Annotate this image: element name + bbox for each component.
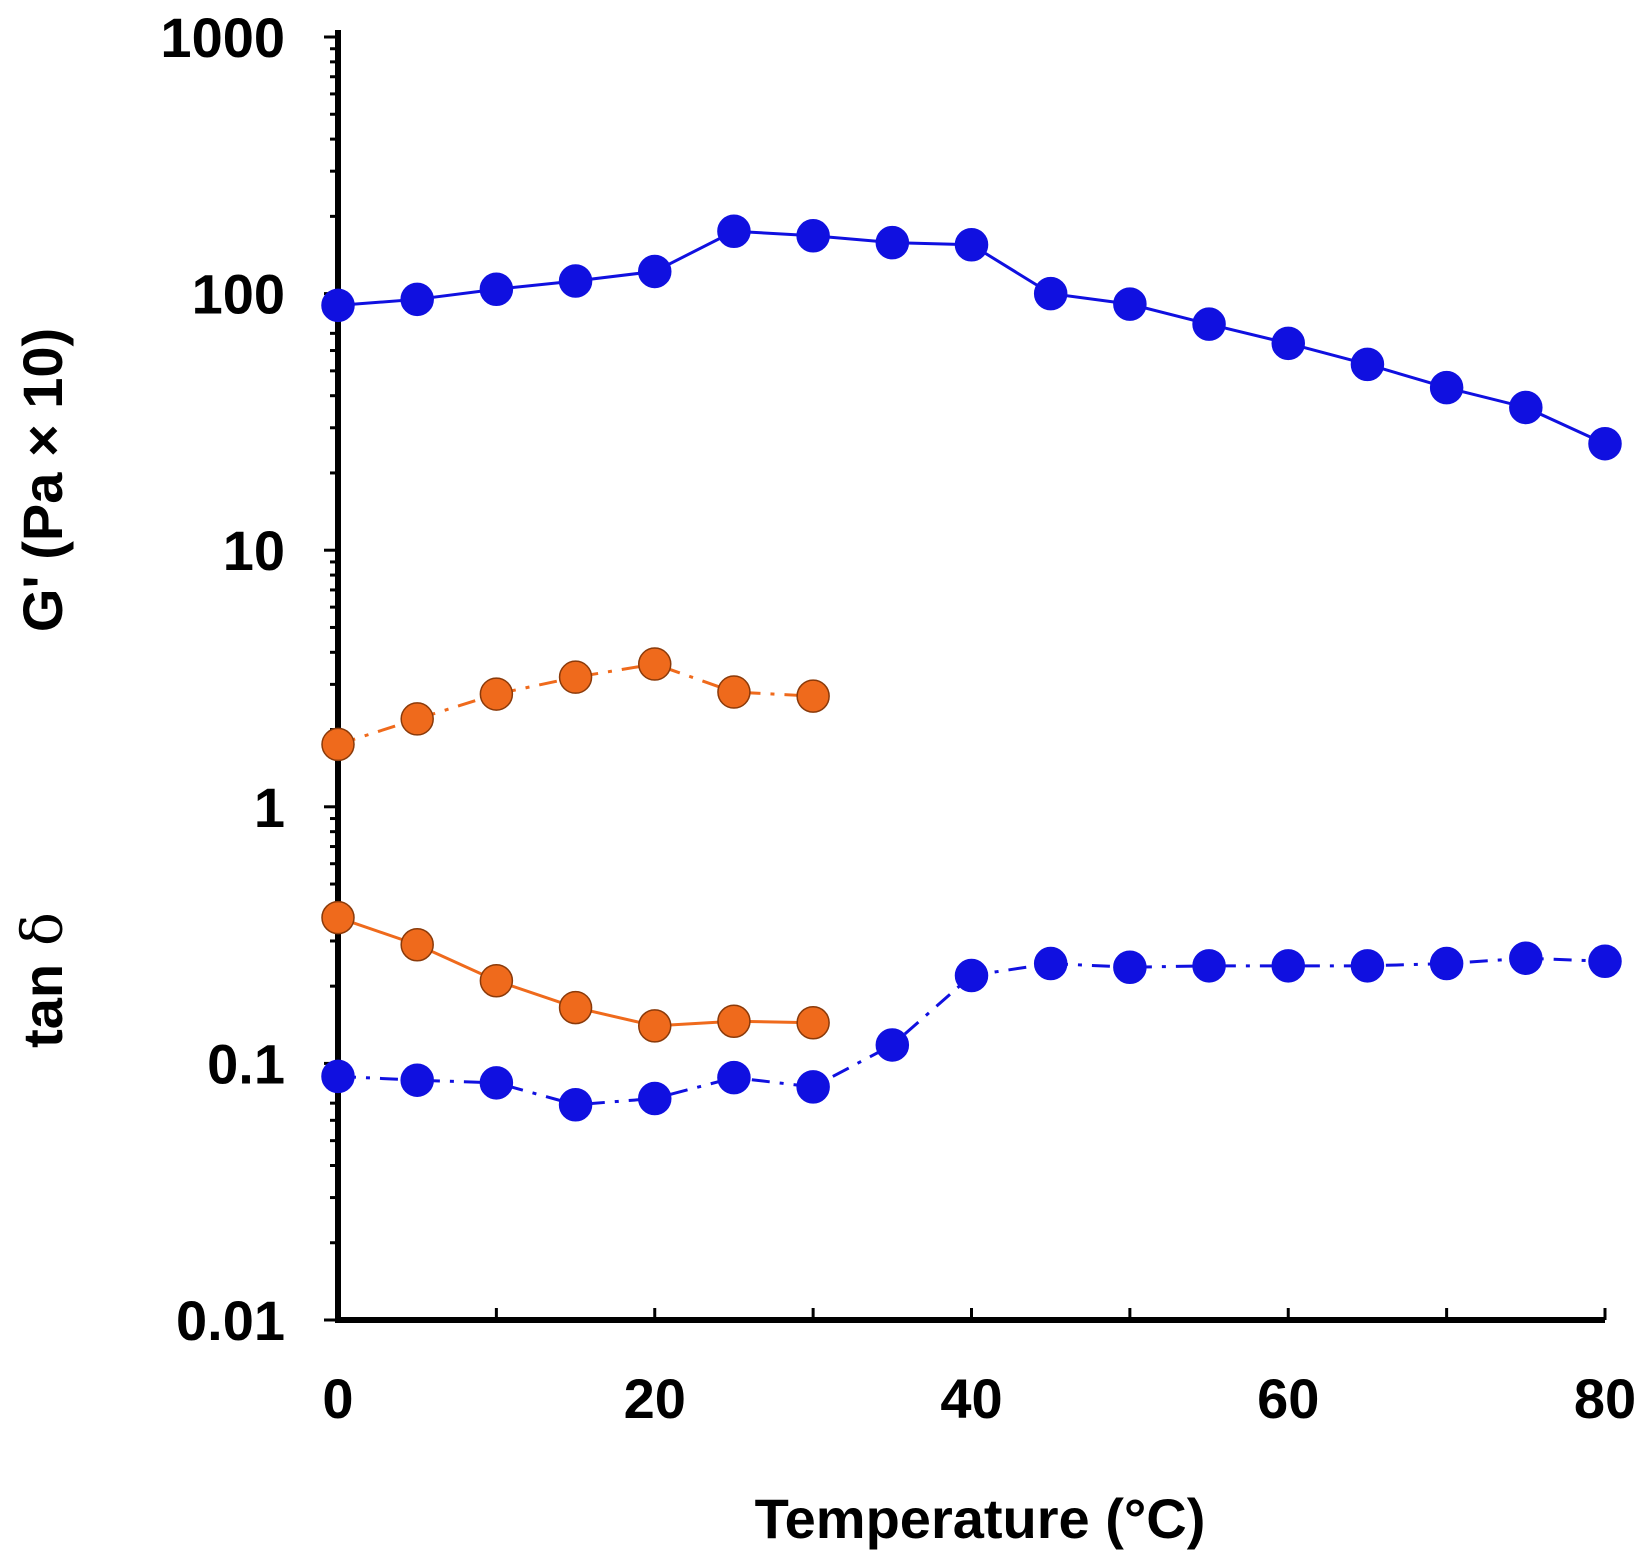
data-point	[400, 702, 434, 736]
data-point	[1429, 370, 1464, 405]
data-point	[638, 647, 672, 681]
series-layer	[321, 214, 1622, 1122]
plot-area: 1000 100 10 1 0.1 0.01 0 20 40 60 80	[160, 6, 1636, 1430]
series-line	[337, 229, 1606, 446]
data-point	[321, 288, 355, 323]
y-axis-title-bottom-text: tan	[11, 964, 74, 1048]
x-tick-label: 60	[1257, 1367, 1319, 1430]
data-point	[1429, 946, 1464, 981]
data-point	[479, 677, 514, 711]
data-point	[1271, 949, 1305, 983]
data-point	[875, 225, 910, 260]
data-point	[875, 1028, 910, 1062]
data-point	[558, 264, 593, 298]
data-point	[796, 219, 830, 253]
x-tick-label: 20	[624, 1367, 686, 1430]
y-axis-title-top: G' (Pa × 10)	[11, 328, 74, 632]
data-point	[1588, 944, 1622, 979]
series-1	[321, 214, 1622, 461]
data-point	[558, 1088, 593, 1122]
data-point	[717, 214, 751, 248]
data-point	[400, 1063, 434, 1097]
data-point	[717, 1004, 751, 1038]
y-axis-title-bottom-symbol: δ	[11, 912, 76, 946]
data-point	[479, 272, 514, 306]
y-tick-label: 1	[254, 776, 285, 839]
data-point	[1350, 347, 1385, 382]
data-point	[479, 963, 514, 998]
data-point	[954, 958, 989, 993]
data-point	[1192, 949, 1226, 983]
y-tick-label: 10	[223, 519, 285, 582]
y-tick-label: 1000	[160, 6, 285, 69]
x-ticks: 0 20 40 60 80	[322, 1308, 1636, 1430]
y-tick-label: 0.01	[176, 1289, 285, 1352]
data-point	[1113, 287, 1147, 321]
data-point	[400, 282, 434, 317]
data-point	[796, 1070, 830, 1104]
data-point	[558, 990, 593, 1025]
series-3	[321, 647, 830, 762]
data-point	[638, 1009, 672, 1043]
data-point	[1271, 326, 1305, 361]
data-point	[796, 1006, 830, 1040]
data-point	[321, 727, 355, 762]
data-point	[954, 228, 989, 262]
data-point	[717, 1060, 751, 1095]
data-point	[796, 679, 830, 713]
series-4	[321, 900, 830, 1043]
data-point	[400, 927, 434, 962]
data-point	[1192, 307, 1226, 341]
data-point	[1509, 941, 1543, 975]
data-point	[321, 1059, 355, 1094]
data-point	[638, 254, 672, 289]
y-axis-title-bottom: tan δ	[11, 912, 76, 1048]
y-ticks: 1000 100 10 1 0.1 0.01	[160, 6, 338, 1352]
data-point	[638, 1081, 672, 1116]
data-point	[1350, 949, 1385, 983]
series-2	[321, 941, 1622, 1122]
data-point	[717, 675, 751, 709]
data-point	[1113, 950, 1147, 984]
svg-text:tan δ: tan δ	[11, 912, 76, 1048]
x-tick-label: 40	[940, 1367, 1002, 1430]
y-tick-label: 0.1	[207, 1032, 285, 1095]
data-point	[1033, 946, 1068, 981]
x-tick-label: 0	[322, 1367, 353, 1430]
x-tick-label: 80	[1574, 1367, 1636, 1430]
data-point	[1588, 426, 1622, 461]
data-point	[321, 900, 355, 935]
data-point	[1509, 390, 1543, 425]
x-axis-title: Temperature (°C)	[755, 1487, 1206, 1550]
data-point	[1033, 276, 1068, 311]
data-point	[558, 660, 593, 694]
y-tick-label: 100	[192, 263, 285, 326]
data-point	[479, 1066, 514, 1100]
